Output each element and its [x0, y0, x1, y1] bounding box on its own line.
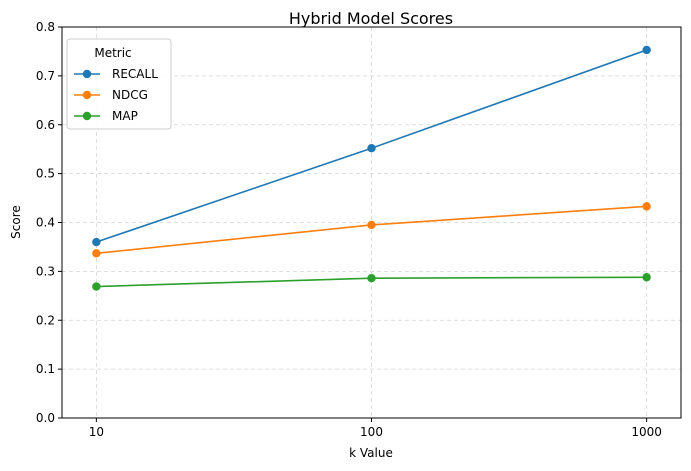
legend-title: Metric [94, 46, 131, 60]
x-axis-label: k Value [349, 446, 393, 460]
legend-swatch-marker [83, 91, 91, 99]
data-point-map [367, 274, 375, 282]
legend: Metric RECALL NDCG MAP [67, 39, 171, 129]
data-point-ndcg [367, 221, 375, 229]
legend-swatch-marker [83, 112, 91, 120]
y-tick-label: 0.5 [36, 167, 55, 181]
data-point-recall [642, 46, 650, 54]
x-tick-label: 10 [89, 425, 104, 439]
legend-entry-label: NDCG [112, 88, 148, 102]
y-tick-label: 0.8 [36, 20, 55, 34]
data-point-recall [367, 144, 375, 152]
x-tick-label: 1000 [631, 425, 662, 439]
y-tick-label: 0.6 [36, 118, 55, 132]
y-tick-label: 0.7 [36, 69, 55, 83]
y-axis-label: Score [9, 205, 23, 239]
y-tick-label: 0.3 [36, 264, 55, 278]
y-tick-label: 0.1 [36, 362, 55, 376]
y-axis: 0.0 0.1 0.2 0.3 0.4 0.5 0.6 0.7 0.8 [36, 20, 62, 425]
x-axis: 10 100 1000 [89, 418, 662, 439]
data-point-map [642, 273, 650, 281]
legend-entry-label: MAP [112, 109, 138, 123]
legend-swatch-marker [83, 70, 91, 78]
data-point-recall [92, 238, 100, 246]
data-point-ndcg [92, 249, 100, 257]
data-point-ndcg [642, 202, 650, 210]
y-tick-label: 0.0 [36, 411, 55, 425]
y-tick-label: 0.2 [36, 313, 55, 327]
legend-entry-label: RECALL [112, 67, 158, 81]
y-tick-label: 0.4 [36, 216, 55, 230]
x-tick-label: 100 [360, 425, 383, 439]
chart-title: Hybrid Model Scores [289, 9, 453, 28]
data-point-map [92, 282, 100, 290]
